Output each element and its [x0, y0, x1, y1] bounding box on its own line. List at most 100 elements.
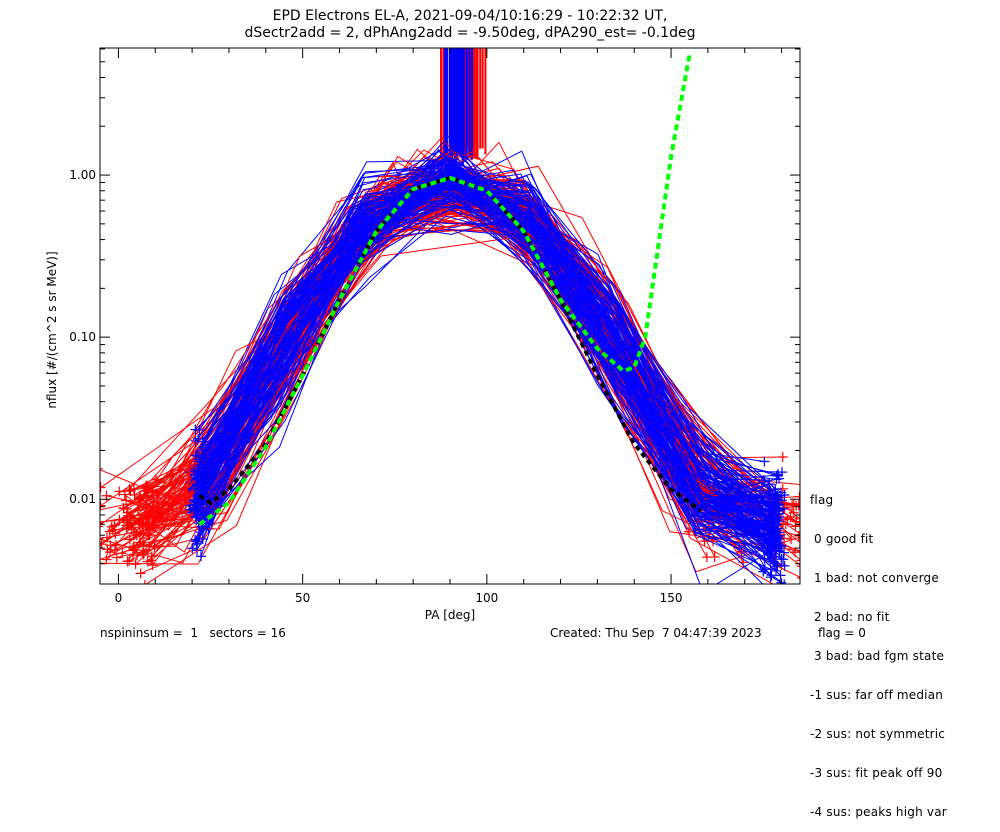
spectrum-trace	[198, 157, 779, 529]
data-marker	[144, 541, 155, 552]
data-marker	[797, 550, 800, 552]
data-marker	[144, 580, 146, 584]
spectrum-trace	[202, 181, 778, 533]
data-marker	[88, 506, 98, 516]
data-marker	[773, 508, 784, 519]
data-marker	[770, 551, 781, 562]
data-marker	[776, 495, 787, 506]
data-marker	[773, 540, 784, 551]
data-marker	[114, 486, 125, 497]
chart: 0 50 100 150 0.01 0.10 1.00 EPD Electrons EL-A…	[45, 8, 801, 622]
data-marker	[778, 554, 789, 565]
spectrum-trace	[196, 180, 777, 509]
data-marker	[88, 556, 98, 566]
data-marker	[100, 482, 106, 493]
spectrum-trace	[202, 180, 776, 535]
data-marker	[191, 505, 202, 516]
data-marker	[126, 522, 137, 533]
data-marker	[771, 565, 782, 576]
data-marker	[194, 478, 205, 489]
legend-entry: -4 sus: peaks high var	[810, 805, 947, 819]
spectrum-trace	[122, 193, 774, 584]
data-marker	[768, 556, 779, 567]
data-marker	[771, 470, 782, 481]
legend-entry: 3 bad: bad fgm state	[810, 649, 945, 663]
spectrum-trace	[195, 156, 771, 531]
data-marker	[195, 551, 206, 562]
x-tick-label: 0	[115, 591, 123, 605]
data-marker	[130, 559, 141, 570]
data-marker	[779, 579, 790, 584]
y-axis-label: nflux [#/(cm^2 s sr MeV)]	[45, 251, 59, 408]
footer-spin-info: nspininsum = 1 sectors = 16	[100, 626, 286, 640]
data-marker	[709, 551, 720, 562]
data-marker	[765, 486, 776, 497]
data-marker	[100, 525, 104, 528]
data-traces	[88, 48, 800, 584]
data-marker	[138, 528, 149, 539]
data-marker	[777, 452, 788, 463]
data-marker	[766, 570, 777, 581]
legend-entry: 0 good fit	[810, 532, 874, 546]
x-tick-label: 100	[475, 591, 498, 605]
data-marker	[765, 549, 776, 560]
data-marker	[767, 488, 778, 499]
data-marker	[138, 539, 149, 550]
data-marker	[759, 456, 770, 467]
data-marker	[197, 442, 208, 453]
legend-entry: -1 sus: far off median	[810, 688, 944, 702]
spectrum-trace	[197, 177, 772, 533]
spectrum-trace	[194, 177, 776, 531]
data-marker	[135, 568, 146, 579]
data-marker	[124, 534, 135, 545]
data-marker	[769, 529, 780, 540]
y-tick-label: 0.01	[69, 492, 96, 506]
spectrum-trace	[197, 158, 771, 556]
data-marker	[189, 470, 200, 481]
data-marker	[758, 475, 769, 486]
data-marker	[100, 468, 103, 470]
footer-flag: flag = 0	[818, 626, 866, 640]
data-marker	[190, 450, 201, 461]
data-marker	[766, 501, 777, 512]
legend-entry: -2 sus: not symmetric	[810, 727, 946, 741]
data-marker	[135, 492, 146, 503]
x-axis-label: PA [deg]	[425, 608, 475, 622]
spectrum-trace	[202, 205, 778, 525]
data-marker	[797, 525, 800, 527]
data-marker	[121, 503, 132, 514]
data-marker	[190, 424, 201, 435]
data-marker	[105, 547, 116, 558]
data-marker	[100, 500, 106, 511]
data-marker	[794, 491, 800, 502]
legend-entry: 2 bad: no fit	[810, 610, 890, 624]
flag-legend: flag 0 good fit 1 bad: not converge 2 ba…	[810, 468, 947, 832]
data-marker	[100, 539, 107, 550]
data-marker	[144, 530, 155, 541]
x-tick-label: 150	[660, 591, 683, 605]
spectrum-trace	[195, 205, 771, 542]
data-marker	[787, 500, 798, 511]
spectrum-trace	[204, 175, 772, 578]
data-marker	[125, 517, 136, 528]
data-marker	[106, 521, 117, 532]
data-marker	[772, 469, 783, 480]
data-marker	[122, 556, 133, 567]
data-marker	[139, 486, 150, 497]
data-marker	[111, 552, 122, 563]
data-marker	[759, 553, 770, 564]
spectrum-trace	[198, 166, 779, 526]
data-marker	[793, 530, 800, 541]
data-marker	[100, 537, 104, 539]
data-marker	[779, 533, 790, 544]
spectrum-trace	[204, 180, 771, 504]
data-marker	[796, 565, 800, 567]
data-marker	[191, 538, 202, 549]
spectrum-trace	[203, 163, 777, 558]
data-marker	[128, 524, 139, 535]
data-marker	[118, 515, 129, 526]
data-marker	[778, 547, 789, 558]
data-marker	[88, 518, 98, 528]
fit-curve-green	[198, 54, 692, 526]
data-marker	[765, 572, 776, 583]
